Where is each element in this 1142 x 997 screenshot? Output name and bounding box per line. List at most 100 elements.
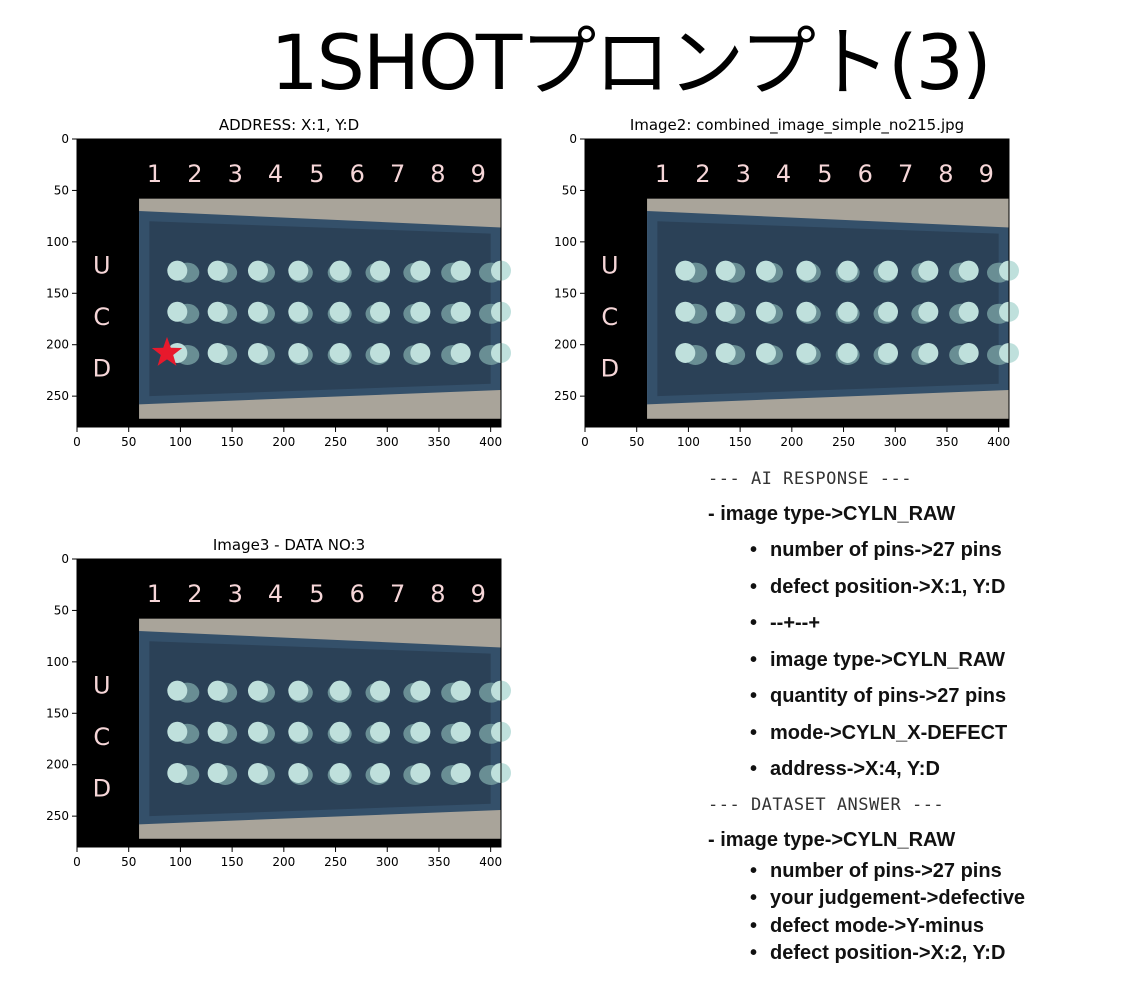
pin	[878, 342, 899, 363]
column-label: 2	[187, 580, 202, 608]
pin	[329, 680, 350, 701]
pin	[329, 260, 350, 281]
tray-cavity	[657, 221, 999, 397]
column-label: 6	[858, 160, 873, 188]
y-tick-label: 250	[554, 389, 577, 403]
row-label: U	[93, 671, 111, 699]
x-tick-label: 150	[221, 855, 244, 869]
pin	[675, 342, 696, 363]
pin	[329, 301, 350, 322]
pin	[755, 342, 776, 363]
pin	[675, 301, 696, 322]
pin	[167, 762, 188, 783]
pin	[796, 301, 817, 322]
column-label: 7	[390, 160, 405, 188]
axes-frame	[76, 558, 502, 848]
pin	[878, 260, 899, 281]
ai-text-panel: --- AI RESPONSE --- - image type->CYLN_R…	[708, 462, 1128, 968]
y-tick-label: 0	[61, 132, 69, 146]
pin	[715, 260, 736, 281]
pin	[450, 680, 471, 701]
column-label: 3	[736, 160, 751, 188]
column-label: 4	[268, 580, 283, 608]
pin	[288, 260, 309, 281]
x-tick-label: 150	[221, 435, 244, 449]
pin	[370, 762, 391, 783]
pin	[755, 301, 776, 322]
row-label: U	[93, 251, 111, 279]
pin	[207, 260, 228, 281]
pin	[755, 260, 776, 281]
pin	[167, 680, 188, 701]
pin	[207, 680, 228, 701]
tray-cavity	[149, 641, 491, 817]
x-tick-label: 50	[121, 435, 136, 449]
pin	[958, 260, 979, 281]
pin	[370, 260, 391, 281]
pin	[207, 342, 228, 363]
pin	[410, 260, 431, 281]
axes-frame	[76, 138, 502, 428]
list-item: your judgement->defective	[750, 885, 1128, 913]
pin	[329, 342, 350, 363]
x-tick-label: 250	[324, 855, 347, 869]
pin	[450, 260, 471, 281]
row-label: D	[93, 354, 111, 382]
pin	[207, 301, 228, 322]
pin	[450, 301, 471, 322]
list-item: number of pins->27 pins	[750, 858, 1128, 886]
x-tick-label: 400	[479, 855, 502, 869]
plot-svg: ADDRESS: X:1, Y:D 1 2 3 4 5 6 7 8 9 UCD 0 50 100 150 20…	[46, 116, 511, 449]
column-label: 4	[776, 160, 791, 188]
column-label: 8	[938, 160, 953, 188]
ai-response-top-item: - image type->CYLN_RAW	[708, 503, 956, 525]
image-area: 1 2 3 4 5 6 7 8 9 UCD	[585, 139, 1019, 427]
x-tick-label: 350	[935, 435, 958, 449]
page-title: 1SHOTプロンプト(3)	[270, 18, 991, 107]
column-label: 1	[147, 580, 162, 608]
x-tick-label: 200	[272, 435, 295, 449]
column-label: 5	[309, 160, 324, 188]
column-label: 2	[695, 160, 710, 188]
pin	[207, 721, 228, 742]
column-label: 1	[147, 160, 162, 188]
plot-svg: Image2: combined_image_simple_no215.jpg 1…	[554, 116, 1019, 449]
x-tick-label: 350	[427, 855, 450, 869]
y-tick-label: 200	[46, 338, 69, 352]
pin	[958, 342, 979, 363]
x-tick-label: 0	[73, 435, 81, 449]
row-label: C	[93, 303, 110, 331]
column-label: 1	[655, 160, 670, 188]
column-label: 3	[228, 160, 243, 188]
pin	[370, 680, 391, 701]
pin	[450, 762, 471, 783]
pin	[288, 762, 309, 783]
column-label: 8	[430, 160, 445, 188]
pin	[837, 342, 858, 363]
x-tick-label: 400	[987, 435, 1010, 449]
pin	[288, 721, 309, 742]
column-label: 7	[390, 580, 405, 608]
x-tick-label: 300	[376, 855, 399, 869]
pin	[796, 260, 817, 281]
x-tick-label: 350	[427, 435, 450, 449]
pin	[247, 680, 268, 701]
pin	[247, 721, 268, 742]
column-label: 6	[350, 580, 365, 608]
pin	[410, 301, 431, 322]
y-tick-label: 150	[46, 286, 69, 300]
x-tick-label: 100	[169, 855, 192, 869]
pin	[329, 721, 350, 742]
pin	[167, 301, 188, 322]
x-tick-label: 150	[729, 435, 752, 449]
pin	[675, 260, 696, 281]
x-tick-label: 250	[324, 435, 347, 449]
pin	[837, 301, 858, 322]
y-tick-label: 50	[54, 603, 69, 617]
pin	[410, 721, 431, 742]
list-item: mode->CYLN_X-DEFECT	[750, 715, 1128, 752]
y-tick-label: 50	[562, 183, 577, 197]
pin	[918, 260, 939, 281]
row-label: C	[93, 723, 110, 751]
y-tick-label: 150	[554, 286, 577, 300]
